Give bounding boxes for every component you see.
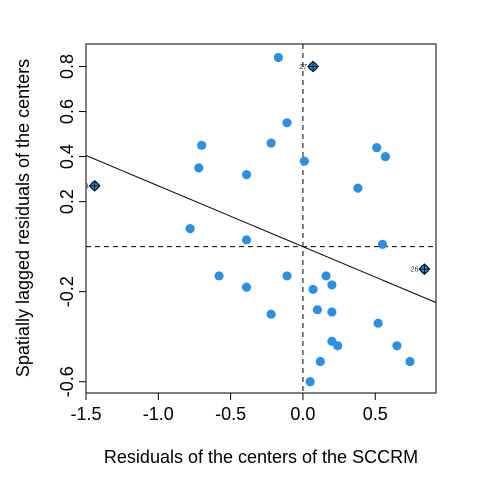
x-axis-label: Residuals of the centers of the SCCRM (104, 447, 418, 467)
data-point-12 (377, 239, 388, 249)
y-tick-label-4: 0.6 (57, 99, 77, 124)
x-tick-label-3: 0.0 (290, 404, 315, 424)
data-point-2 (197, 140, 207, 150)
data-point-20 (327, 307, 337, 317)
plot-area: 27 13 26 (81, 44, 436, 393)
data-point-0 (273, 52, 283, 63)
influential-point-label-0: 27 (299, 64, 307, 71)
data-point-3 (266, 138, 276, 148)
y-tick-label-0: -0.6 (57, 366, 77, 397)
data-point-16 (241, 282, 252, 292)
y-axis: -0.6 -0.2 0.2 0.4 0.6 0.8 (57, 54, 87, 397)
influential-point-label-2: 26 (411, 267, 419, 274)
influential-point-0 (307, 60, 319, 73)
data-point-28 (305, 377, 315, 387)
influential-point-1 (88, 179, 101, 192)
points-layer (185, 52, 415, 387)
y-tick-label-5: 0.8 (57, 54, 77, 79)
data-point-4 (299, 156, 309, 166)
x-axis: -1.5 -1.0 -0.5 0.0 0.5 (70, 392, 388, 424)
data-point-19 (312, 305, 323, 315)
regression-line (86, 154, 436, 304)
data-point-25 (392, 341, 402, 351)
data-point-18 (308, 284, 318, 295)
data-point-13 (214, 271, 224, 281)
data-point-15 (321, 271, 331, 281)
data-point-1 (282, 118, 292, 128)
data-point-10 (185, 224, 195, 234)
data-point-5 (194, 163, 204, 173)
y-tick-label-3: 0.4 (57, 144, 77, 169)
influential-point-2 (418, 263, 431, 276)
y-tick-label-2: 0.2 (57, 189, 77, 214)
data-point-11 (241, 235, 252, 245)
data-point-8 (380, 151, 390, 162)
y-axis-label: Spatially lagged residuals of the center… (13, 59, 33, 377)
data-point-24 (333, 341, 343, 351)
data-point-14 (282, 271, 292, 281)
influential-point-label-1: 13 (81, 183, 89, 190)
x-tick-label-0: -1.5 (70, 404, 101, 424)
x-tick-label-2: -0.5 (215, 404, 246, 424)
data-point-7 (372, 142, 382, 153)
x-tick-label-4: 0.5 (363, 404, 388, 424)
data-point-21 (266, 309, 276, 319)
plot-frame (85, 43, 437, 394)
data-point-22 (373, 318, 383, 328)
influential-points-layer: 27 13 26 (81, 60, 431, 276)
x-tick-label-1: -1.0 (143, 404, 174, 424)
data-point-6 (241, 169, 252, 180)
data-point-27 (405, 356, 415, 367)
data-point-17 (327, 280, 337, 290)
y-tick-label-1: -0.2 (57, 276, 77, 307)
data-point-9 (353, 183, 363, 193)
data-point-26 (315, 356, 325, 367)
